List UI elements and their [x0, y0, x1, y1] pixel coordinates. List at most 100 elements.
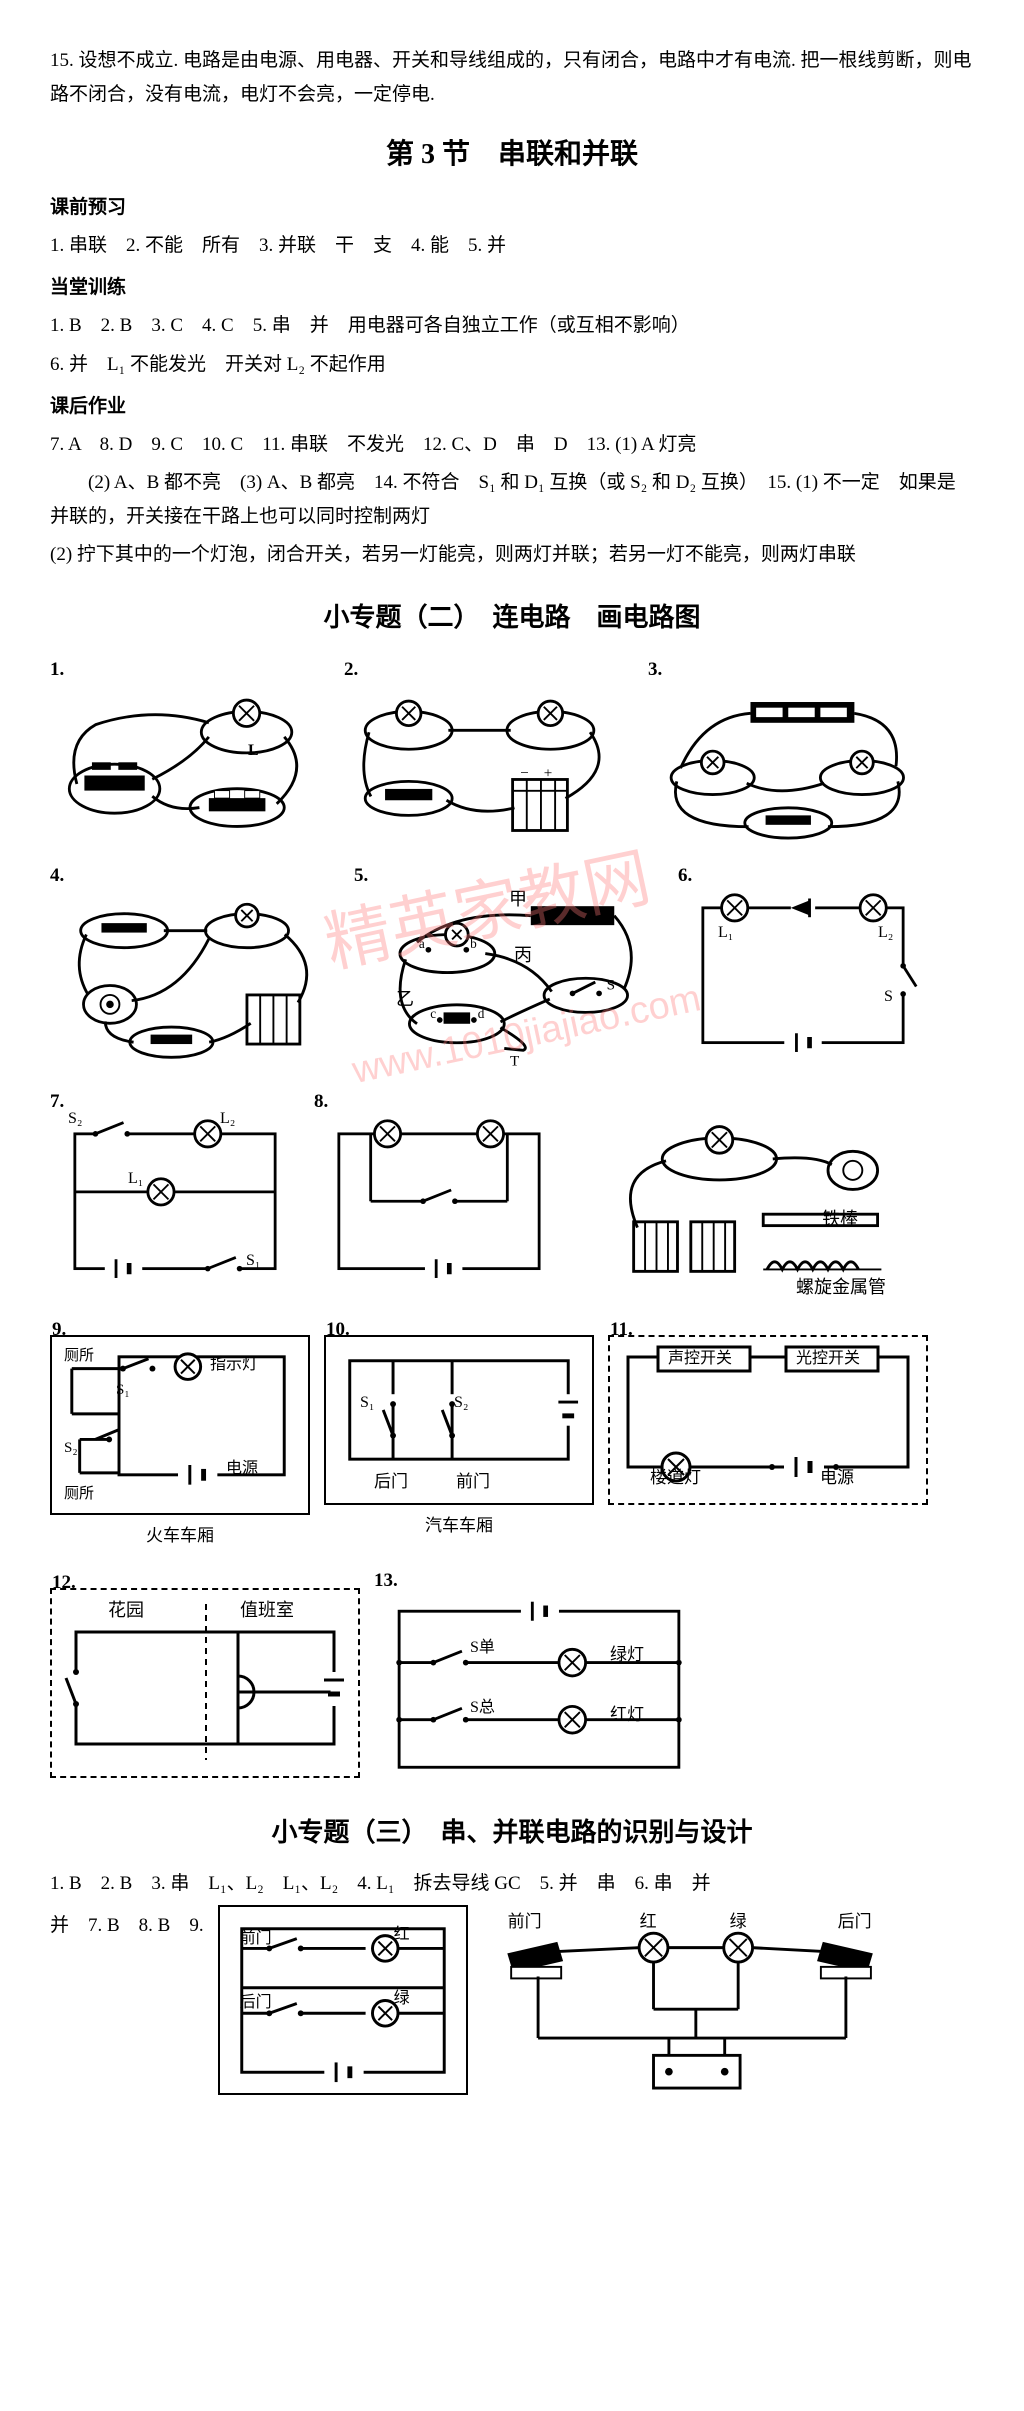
svg-text:b: b: [470, 936, 477, 951]
section-3-title: 第 3 节 串联和并联: [50, 130, 974, 180]
svg-text:− +: − +: [520, 766, 552, 782]
diagram-7-wrap: 7.: [50, 1109, 300, 1299]
diagram-4-number: 4.: [50, 859, 64, 893]
label-light-switch: 光控开关: [796, 1345, 860, 1374]
label-toilet-2: 厕所: [64, 1481, 94, 1508]
diagram-row-2-wrap: 4.: [50, 859, 974, 1073]
diagram-8: 8.: [314, 1109, 564, 1289]
diagram-row-1: 1. L 2.: [50, 653, 974, 847]
label-iron: 铁棒: [822, 1203, 858, 1235]
preclass-answers: 1. 串联 2. 不能 所有 3. 并联 干 支 4. 能 5. 并: [50, 229, 974, 263]
diagram-7-number: 7.: [50, 1085, 64, 1119]
diagram-3: 3.: [648, 677, 938, 847]
diagram-1-number: 1.: [50, 653, 64, 687]
diagram-8b: 铁棒 螺旋金属管: [578, 1109, 918, 1299]
label-power: 电源: [820, 1463, 854, 1494]
diagram-13: 13.: [374, 1588, 704, 1788]
svg-text:c: c: [430, 1007, 436, 1022]
label-S2: S₂: [68, 1105, 82, 1134]
homework-line-1: 7. A 8. D 9. C 10. C 11. 串联 不发光 12. C、D …: [50, 428, 974, 462]
inclass-answer-6: 6. 并 L₁ 不能发光 开关对 L₂ 不起作用: [50, 348, 974, 382]
diagram-3-wrap: 3.: [648, 677, 938, 847]
diagram-6: 6. L₁ L₂ S: [678, 883, 928, 1063]
diagram-5-number: 5.: [354, 859, 368, 893]
label-green2: 绿: [730, 1907, 747, 1938]
diagram-7: 7.: [50, 1109, 300, 1289]
diagram-11: 11. 声控开关 光控开关 楼道灯 电源: [608, 1335, 928, 1505]
diagram-row-4: 9.: [50, 1311, 974, 1552]
diagram-10: 10. S₁ S₂ 后门: [324, 1335, 594, 1505]
label-power: 电源: [226, 1455, 258, 1484]
diagram-9-caption: 火车车厢: [50, 1521, 310, 1552]
circuit-picture-icon: − +: [352, 685, 626, 846]
label-rear: 后门: [838, 1907, 872, 1938]
topic3-diagram-b: 前门 红 绿 后门: [482, 1905, 902, 2105]
homework-line-3: (2) 拧下其中的一个灯泡，闭合开关，若另一灯能亮，则两灯并联；若另一灯不能亮，…: [50, 538, 974, 572]
diagram-9-wrap: 9.: [50, 1335, 310, 1552]
label-rear: 后门: [240, 1989, 272, 2018]
diagram-6-number: 6.: [678, 859, 692, 893]
topic-3-title: 小专题（三） 串、并联电路的识别与设计: [50, 1810, 974, 1857]
diagram-12: 12. 花园 值班室: [50, 1588, 360, 1778]
inclass-heading: 当堂训练: [50, 271, 974, 305]
diagram-10-wrap: 10. S₁ S₂ 后门: [324, 1335, 594, 1552]
diagram-3-number: 3.: [648, 653, 662, 687]
label-S1: S₁: [116, 1377, 130, 1404]
diagram-8b-wrap: 铁棒 螺旋金属管: [578, 1109, 918, 1299]
circuit-schematic-icon: [382, 1596, 696, 1786]
label-L1: L₁: [128, 1165, 143, 1194]
label-hall-light: 楼道灯: [650, 1463, 701, 1494]
label-bing: 丙: [514, 939, 532, 971]
diagram-9: 9.: [50, 1335, 310, 1515]
label-red2: 红: [640, 1907, 657, 1938]
label-L: L: [248, 737, 259, 766]
diagram-2-number: 2.: [344, 653, 358, 687]
topic-3-line-1: 1. B 2. B 3. 串 L₁、L₂ L₁、L₂ 4. L₁ 拆去导线 GC…: [50, 1867, 974, 1901]
diagram-2: 2. − +: [344, 677, 634, 847]
diagram-10-caption: 汽车车厢: [324, 1511, 594, 1542]
preclass-heading: 课前预习: [50, 191, 974, 225]
diagram-row-3: 7.: [50, 1085, 974, 1299]
label-red2: 红: [394, 1921, 410, 1950]
diagram-11-wrap: 11. 声控开关 光控开关 楼道灯 电源: [608, 1335, 928, 1552]
diagram-13-number: 13.: [374, 1564, 398, 1598]
homework-heading: 课后作业: [50, 390, 974, 424]
label-sound-switch: 声控开关: [668, 1345, 732, 1374]
diagram-13-wrap: 13.: [374, 1588, 704, 1788]
label-front: 前门: [508, 1907, 542, 1938]
label-S1: S₁: [360, 1389, 374, 1418]
diagram-12-number: 12.: [52, 1566, 76, 1600]
circuit-schematic-icon: [322, 1117, 556, 1285]
diagram-6-wrap: 6. L₁ L₂ S: [678, 883, 928, 1073]
circuit-picture-icon: [58, 685, 322, 836]
circuit-picture-icon: a b c d S T: [362, 891, 656, 1071]
circuit-schematic-icon: [60, 1345, 300, 1506]
diagram-5-wrap: 5. a b c d S: [354, 883, 664, 1073]
label-duty: 值班室: [240, 1594, 294, 1626]
label-front: 前门: [240, 1925, 272, 1954]
label-toilet-1: 厕所: [64, 1343, 94, 1370]
label-jia: 甲: [509, 883, 527, 915]
diagram-10-number: 10.: [326, 1313, 350, 1347]
label-L1: L₁: [718, 919, 733, 948]
label-Sdan: S单: [470, 1634, 495, 1663]
diagram-8-number: 8.: [314, 1085, 328, 1119]
label-red: 红灯: [610, 1700, 644, 1731]
svg-text:d: d: [478, 1007, 485, 1022]
label-coil: 螺旋金属管: [796, 1271, 886, 1303]
label-S1: S₁: [246, 1247, 260, 1276]
circuit-picture-icon: [490, 1913, 894, 2105]
diagram-2-wrap: 2. − +: [344, 677, 634, 847]
circuit-picture-icon: [58, 891, 332, 1071]
label-Szong: S总: [470, 1694, 495, 1723]
diagram-row-2: 4.: [50, 859, 974, 1073]
circuit-schematic-icon: [58, 1596, 352, 1770]
svg-text:T: T: [510, 1053, 519, 1070]
label-L2: L₂: [878, 919, 893, 948]
label-front: 前门: [456, 1467, 490, 1498]
label-green: 绿灯: [610, 1640, 644, 1671]
diagram-8-wrap: 8.: [314, 1109, 564, 1299]
diagram-row-5: 12. 花园 值班室: [50, 1564, 974, 1788]
label-L2: L₂: [220, 1105, 235, 1134]
diagram-4-wrap: 4.: [50, 883, 340, 1073]
